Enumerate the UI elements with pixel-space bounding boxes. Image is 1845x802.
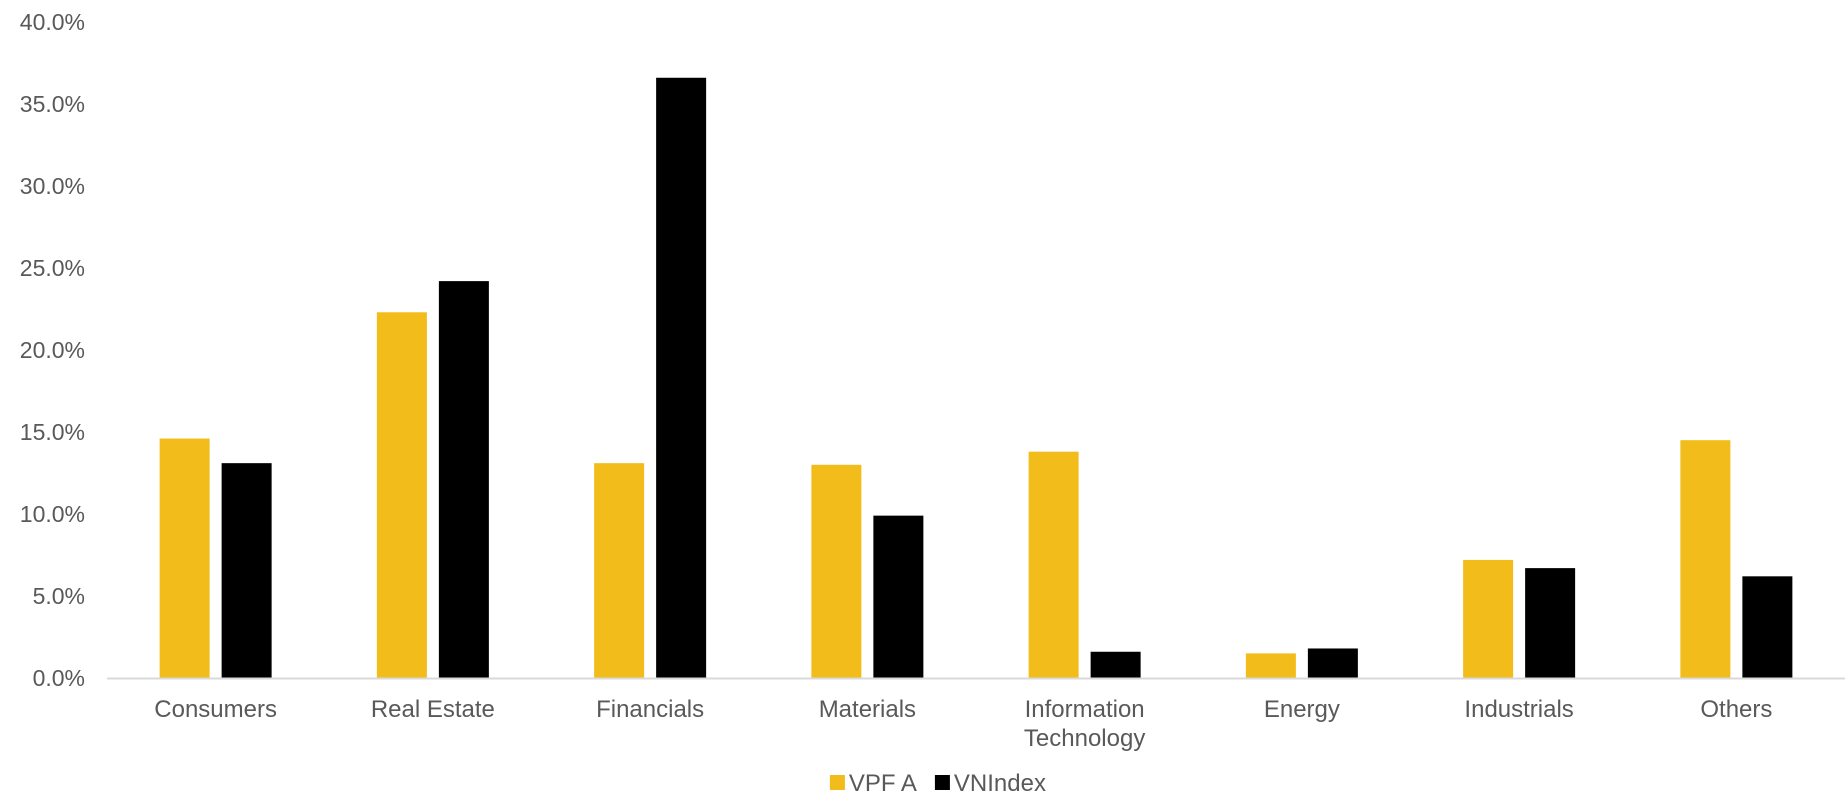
x-axis-labels: Consumers Real Estate Financials Materials I… [154,696,1772,752]
bar-vnindex-financials [656,77,707,678]
bar-vpf-a-financials [594,463,645,678]
bar-vnindex-information-technology [1090,651,1141,678]
x-tick-label: Financials [596,696,704,723]
bar-vnindex-others [1742,576,1793,678]
legend-label: VPF A [849,770,917,797]
bar-vnindex-industrials [1525,568,1576,678]
y-tick-label: 35.0% [20,91,85,117]
x-tick-label: Real Estate [371,696,495,723]
legend-label: VNIndex [954,770,1046,797]
bar-vpf-a-real-estate [376,312,427,678]
y-tick-label: 5.0% [33,583,85,609]
bars [159,77,1793,678]
bar-vnindex-energy [1307,648,1358,678]
y-tick-label: 25.0% [20,255,85,281]
y-tick-label: 10.0% [20,501,85,527]
y-tick-label: 15.0% [20,419,85,445]
legend-swatch-vpf-a [829,775,845,790]
x-tick-label: Energy [1264,696,1340,723]
bar-vpf-a-others [1680,440,1731,678]
bar-vnindex-real-estate [438,281,489,678]
bar-vnindex-materials [873,515,924,678]
y-tick-label: 0.0% [33,665,85,691]
bar-vpf-a-industrials [1463,559,1514,678]
x-tick-label: Information Technology [1024,696,1145,752]
y-tick-label: 30.0% [20,173,85,199]
x-tick-label: Consumers [154,696,277,723]
x-tick-label: Industrials [1464,696,1573,723]
bar-vnindex-consumers [221,463,272,678]
legend-swatch-vnindex [934,775,950,790]
bar-vpf-a-materials [811,464,862,678]
y-tick-label: 20.0% [20,337,85,363]
legend: VPF A VNIndex [829,770,1046,797]
bar-vpf-a-energy [1245,653,1296,678]
x-tick-label: Others [1700,696,1772,723]
bar-vpf-a-consumers [159,438,210,678]
x-tick-label: Materials [819,696,916,723]
y-axis-ticks: 0.0% 5.0% 10.0% 15.0% 20.0% 25.0% 30.0% 35.0% 40… [20,9,85,691]
bar-vpf-a-information-technology [1028,451,1079,678]
y-tick-label: 40.0% [20,9,85,35]
